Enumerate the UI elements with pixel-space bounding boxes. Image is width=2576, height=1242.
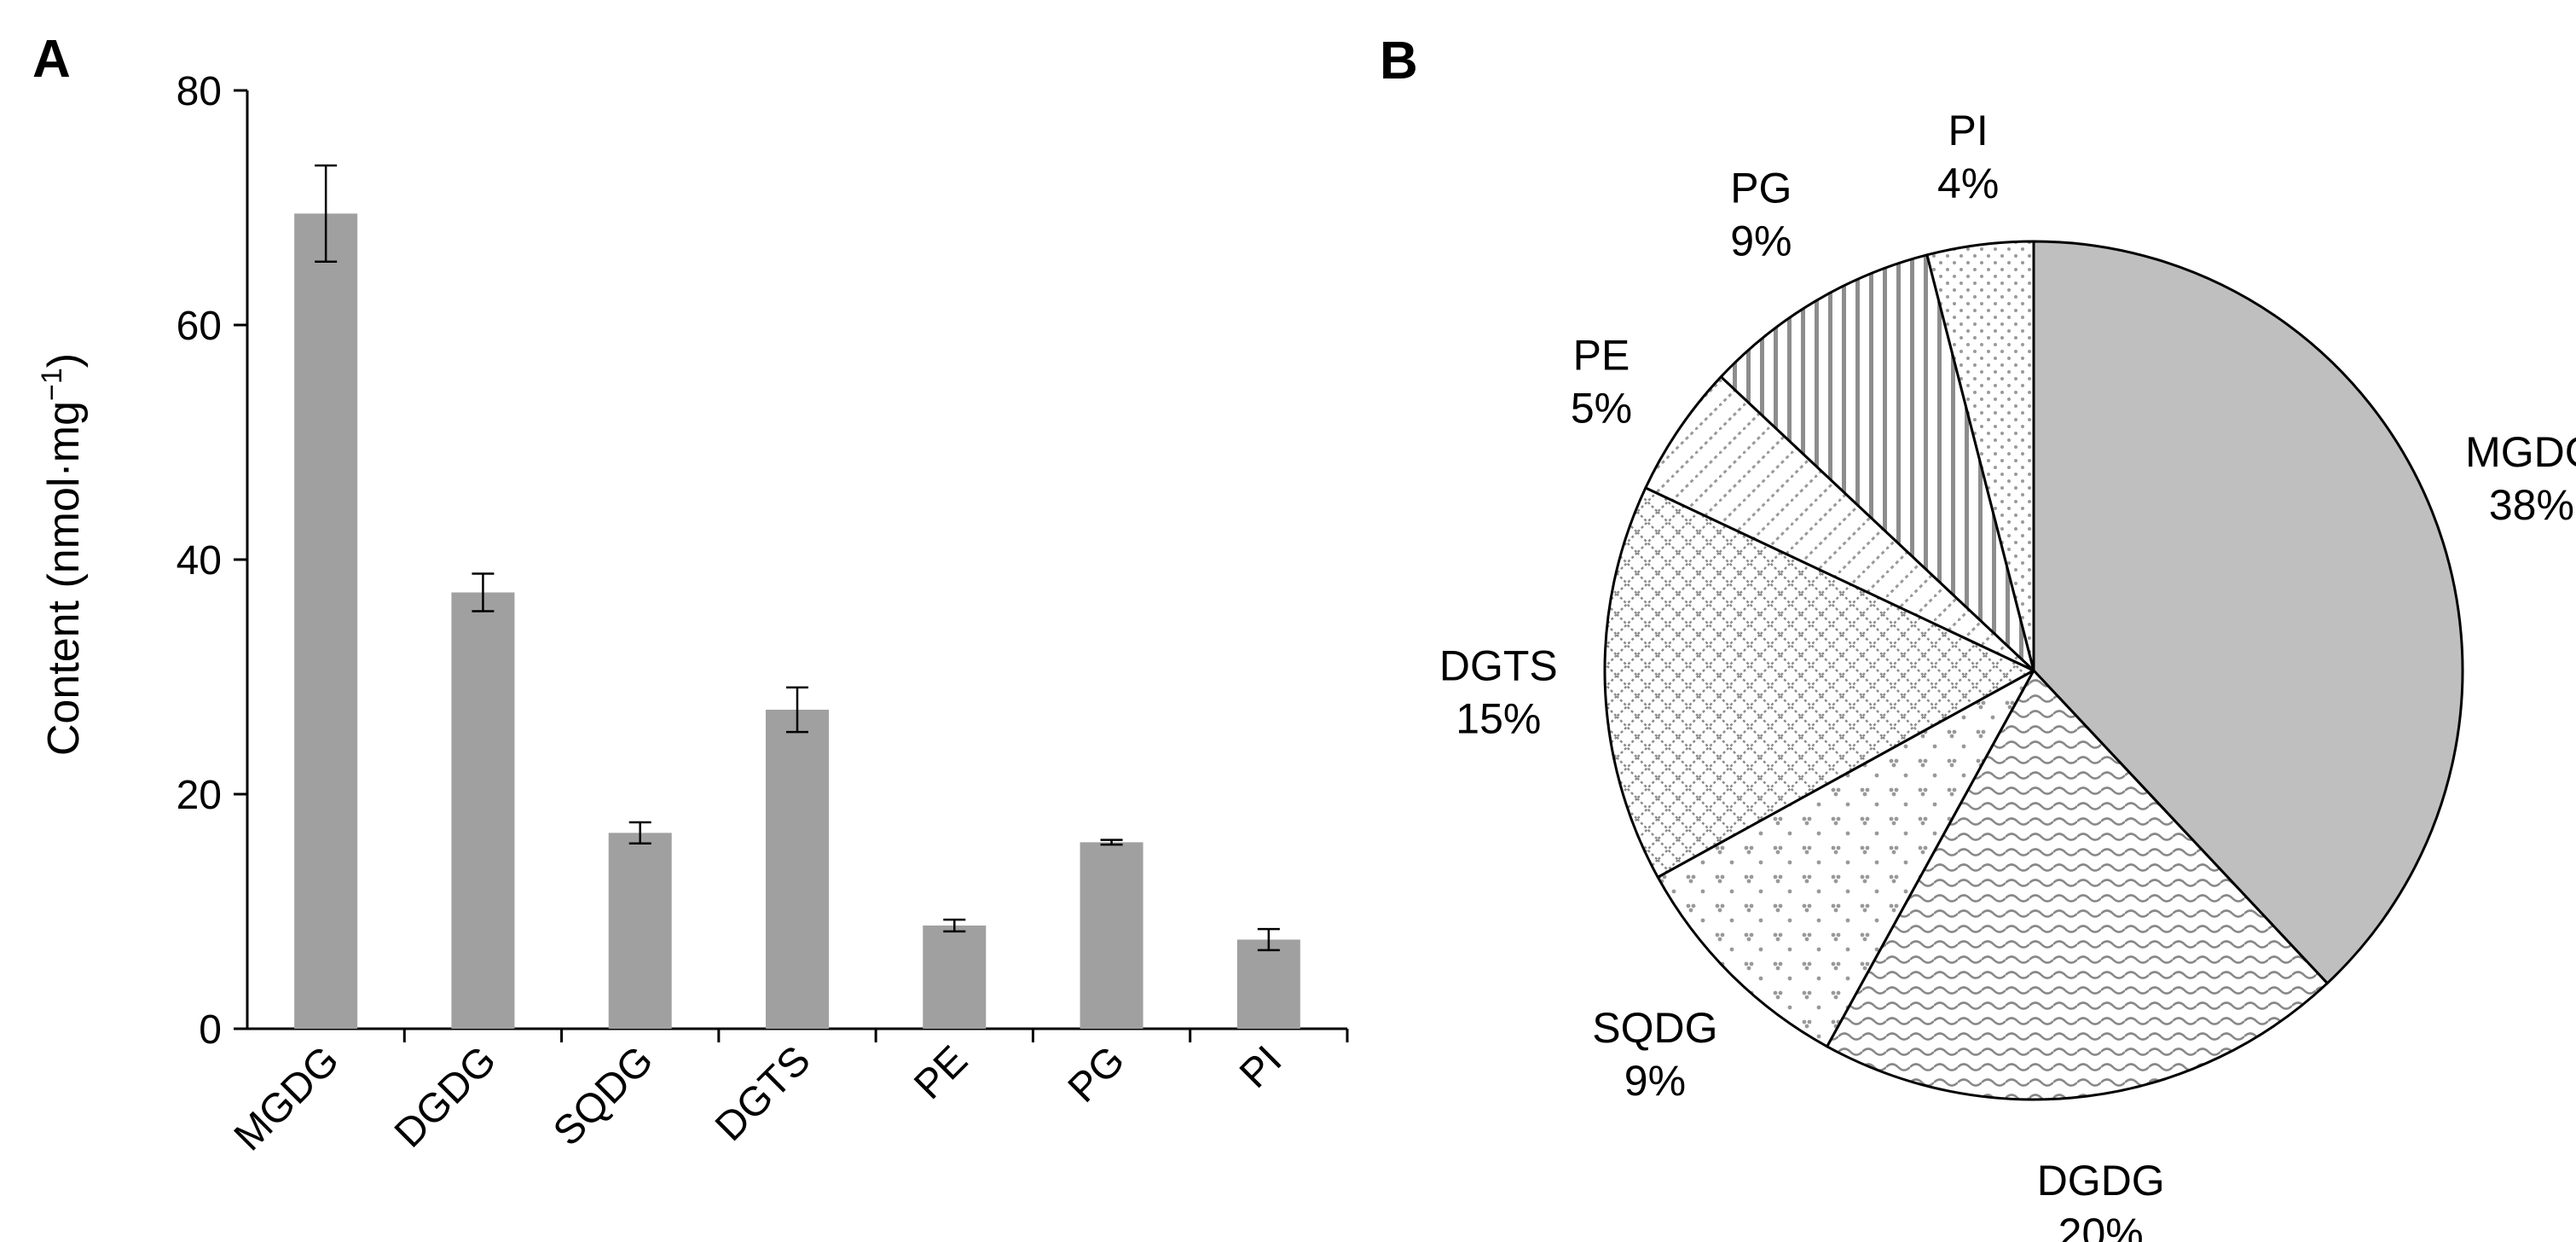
panel-b-label: B [1380, 32, 1418, 90]
pie-label-pe: PE 5% [1571, 331, 1632, 432]
pie-percent-label: 4% [1937, 160, 1999, 207]
pie-category-label: MGDG [2465, 428, 2576, 476]
pie-label-dgdg: DGDG 20% [2037, 1157, 2165, 1242]
x-category-label: PI [1231, 1037, 1291, 1097]
pie-label-pg: PG 9% [1730, 164, 1792, 264]
pie-percent-label: 15% [1456, 695, 1541, 743]
pie-percent-label: 20% [2058, 1210, 2144, 1242]
x-category-label: PE [906, 1037, 976, 1108]
error-bar [628, 821, 651, 844]
pie-category-label: PG [1730, 164, 1792, 212]
pie-slice-sqdg [1656, 669, 2035, 1048]
bar-pi [1236, 939, 1300, 1029]
panel-a-label: A [32, 30, 71, 89]
pie-chart: MGDG 38% DGDG 20% SQDG 9% DGTS 15% PE 5% PG 9% PI 4% [1439, 107, 2576, 1242]
x-category-label: PG [1060, 1037, 1134, 1111]
y-tick-label: 0 [199, 1007, 222, 1053]
bar-sqdg [608, 833, 672, 1029]
y-tick-label: 60 [177, 304, 222, 349]
bar-mgdg [294, 213, 358, 1029]
pie-percent-label: 9% [1624, 1057, 1686, 1105]
pie-slice-dgdg [1826, 669, 2329, 1101]
bar-dgdg [451, 592, 515, 1029]
pie-slice-dgts [1603, 486, 2035, 879]
pie-slice-pg [1719, 253, 2035, 672]
pie-label-mgdg: MGDG 38% [2465, 428, 2576, 529]
bar-dgts [766, 710, 829, 1029]
bar-pe [923, 926, 987, 1029]
pie-category-label: DGDG [2037, 1157, 2165, 1204]
pie-label-pi: PI 4% [1937, 107, 1999, 207]
y-tick-label: 20 [177, 773, 222, 818]
pie-label-sqdg: SQDG 9% [1592, 1004, 1717, 1105]
error-bar [943, 918, 966, 933]
error-bar [1257, 927, 1280, 952]
pie-category-label: PI [1948, 107, 1988, 154]
x-category-label: MGDG [226, 1037, 348, 1159]
x-category-label: SQDG [545, 1037, 662, 1154]
y-axis-title: Content (nmol·mg−1) [36, 353, 89, 756]
pie-slice-mgdg [2032, 240, 2464, 985]
x-category-label: DGTS [707, 1037, 819, 1150]
pie-category-label: DGTS [1439, 642, 1558, 690]
bar-chart: Content (nmol·mg−1) 0 20 40 60 80 MGDG DGDG SQ… [36, 69, 1349, 1159]
error-bar [315, 164, 338, 263]
pie-percent-label: 5% [1571, 384, 1632, 432]
y-tick-label: 40 [177, 538, 222, 583]
pie-slice-pi [1925, 240, 2035, 672]
pie-percent-label: 38% [2489, 481, 2574, 529]
pie-slice-pe [1644, 375, 2035, 672]
pie-category-label: PE [1573, 331, 1630, 379]
pie-percent-label: 9% [1730, 217, 1792, 264]
error-bar [1100, 839, 1123, 846]
pie-category-label: SQDG [1592, 1004, 1717, 1052]
error-bar [472, 572, 495, 612]
x-category-label: DGDG [386, 1037, 505, 1156]
y-tick-label: 80 [177, 69, 222, 114]
bar-pg [1080, 842, 1143, 1029]
pie-label-dgts: DGTS 15% [1439, 642, 1558, 743]
error-bar [786, 686, 808, 734]
